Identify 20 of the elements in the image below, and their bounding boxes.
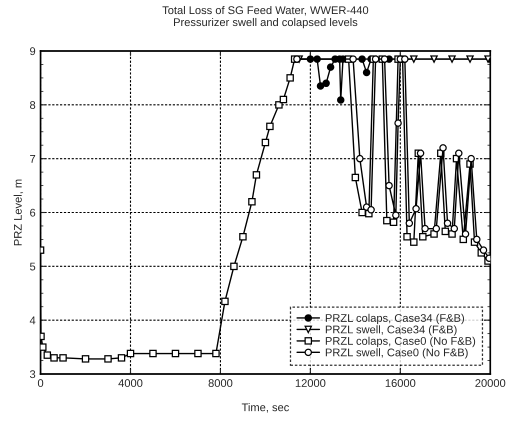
x-tick-label: 12000 (296, 379, 326, 388)
x-axis-title: Time, sec (242, 403, 289, 413)
y-tick-label: 7 (30, 155, 36, 163)
y-tick-label: 3 (30, 370, 36, 378)
x-tick-label: 16000 (386, 379, 416, 388)
legend-label: PRZL swell, Case34 (F&B) (326, 325, 457, 336)
x-tick-label: 20000 (475, 379, 506, 388)
y-tick-label: 9 (30, 47, 36, 56)
y-axis-title: PRZ Level, m (14, 180, 24, 246)
x-tick-label: 4000 (118, 379, 142, 388)
y-tick-label: 8 (30, 101, 36, 109)
y-tick-label: 6 (30, 208, 36, 217)
legend-label: PRZL colaps, Case0 (No F&B) (326, 336, 476, 348)
legend-label: PRZL colaps, Case34 (F&B) (326, 314, 464, 324)
x-tick-label: 8000 (208, 379, 232, 388)
y-tick-label: 5 (30, 262, 36, 270)
y-tick-label: 4 (30, 316, 36, 324)
legend-label: PRZL swell, Case0 (No F&B) (326, 348, 468, 359)
x-tick-label: 0 (38, 379, 44, 388)
chart-title: Total Loss of SG Feed Water, WWER-440 Pressurizer swell and colapsed levels (162, 6, 368, 28)
